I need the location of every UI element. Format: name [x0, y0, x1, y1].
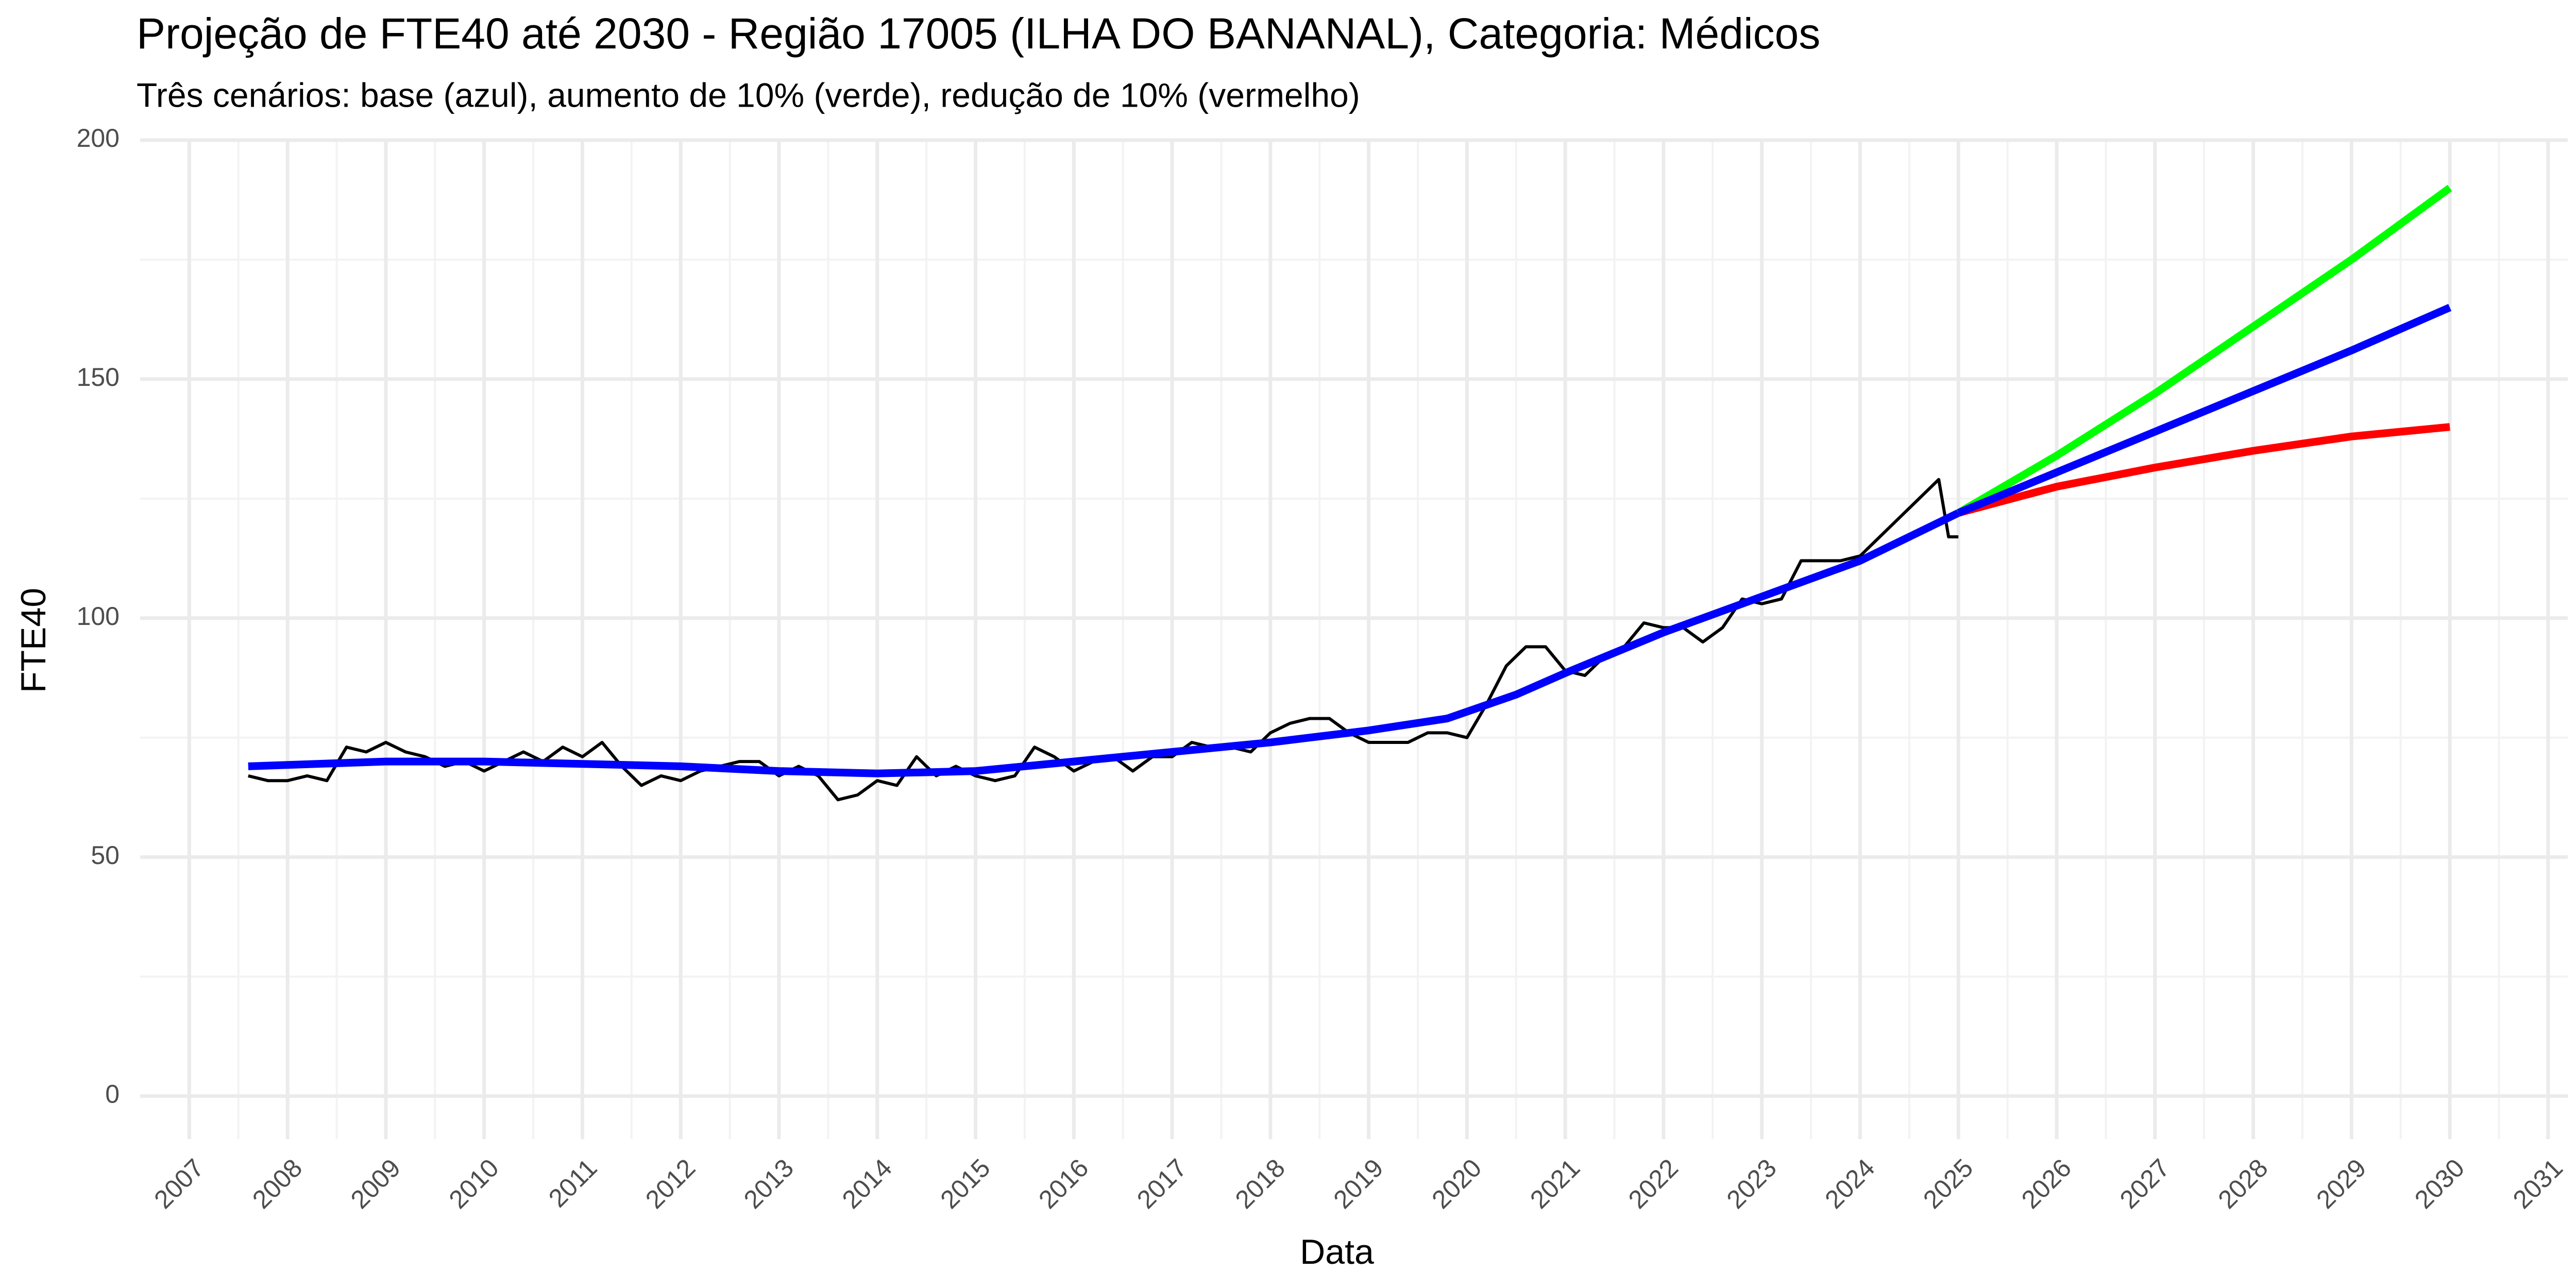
y-tick-label: 200 [77, 124, 120, 152]
y-tick-label: 150 [77, 363, 120, 392]
y-axis-title: FTE40 [14, 588, 53, 693]
y-tick-label: 100 [77, 602, 120, 631]
x-axis-title: Data [1300, 1232, 1374, 1272]
y-tick-label: 50 [91, 841, 120, 870]
y-tick-label: 0 [105, 1080, 120, 1109]
chart-subtitle: Três cenários: base (azul), aumento de 1… [137, 76, 1360, 114]
series-line [1956, 184, 2452, 517]
series-line [1957, 423, 2450, 517]
series-line [248, 509, 1960, 777]
plot-lines [248, 184, 2452, 802]
chart-title: Projeção de FTE40 até 2030 - Região 1700… [137, 9, 1820, 58]
series-line [1957, 303, 2452, 517]
